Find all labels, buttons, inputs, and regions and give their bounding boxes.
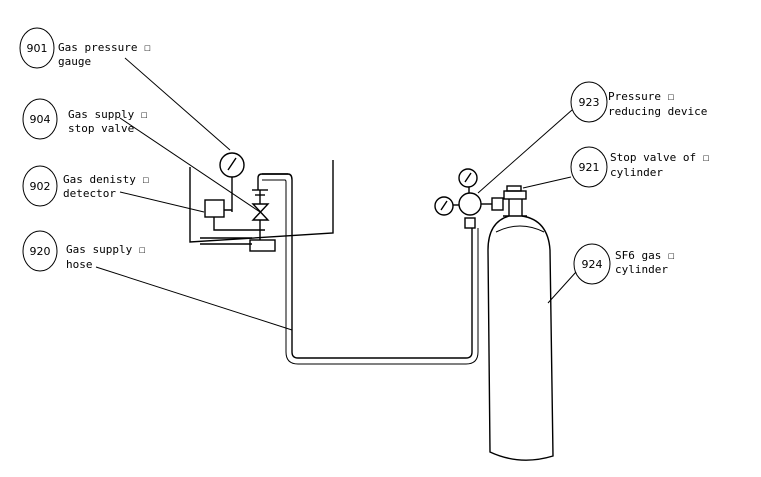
cylinder-neck xyxy=(508,199,523,216)
leader-line-921 xyxy=(522,176,572,189)
callout-bubble-901 xyxy=(19,27,55,69)
callout-number-902: 902 xyxy=(30,180,51,193)
callout-label-921-line1: Stop valve of ☐ xyxy=(610,151,709,164)
callout-number-920: 920 xyxy=(30,245,51,258)
leader-line-924 xyxy=(547,271,577,304)
leader-line-904 xyxy=(119,117,261,213)
cylinder-valve-body xyxy=(503,190,527,200)
callout-label-924-line1: SF6 gas ☐ xyxy=(615,249,675,262)
callout-bubble-924 xyxy=(573,243,611,285)
callout-904: 904 Gas supply ☐ stop valve xyxy=(22,98,147,140)
leader-line-901 xyxy=(124,57,231,151)
sf6-gas-cylinder xyxy=(487,185,554,461)
detector-box xyxy=(204,199,225,218)
callout-label-923-line1: Pressure ☐ xyxy=(608,90,674,103)
regulator-gauge-top-icon xyxy=(458,168,478,188)
hose-outer xyxy=(262,173,473,359)
callout-label-902-line2: detector xyxy=(63,187,116,200)
valve-body-icon xyxy=(251,203,270,221)
regulator-needle-top xyxy=(464,172,472,183)
cylinder-valve-knob xyxy=(506,185,522,192)
callout-label-924-line2: cylinder xyxy=(615,263,668,276)
gas-supply-stop-valve xyxy=(249,173,288,252)
equipment-enclosure xyxy=(189,160,334,243)
callout-923: 923 Pressure ☐ reducing device xyxy=(570,81,707,123)
valve-riser xyxy=(257,173,288,190)
callout-label-921-line2: cylinder xyxy=(610,166,663,179)
callout-label-904-line1: Gas supply ☐ xyxy=(68,108,147,121)
gauge-needle-icon xyxy=(227,157,237,171)
callout-921: 921 Stop valve of ☐ cylinder xyxy=(570,146,709,188)
leader-line-923 xyxy=(477,109,573,194)
callout-number-921: 921 xyxy=(579,161,600,174)
callout-bubble-921 xyxy=(570,146,608,188)
hose-inner xyxy=(262,179,479,365)
callout-bubble-902 xyxy=(22,165,58,207)
callout-924: 924 SF6 gas ☐ cylinder xyxy=(573,243,675,285)
callout-label-901-line1: Gas pressure ☐ xyxy=(58,41,151,54)
pressure-reducing-device xyxy=(434,168,504,229)
callout-number-923: 923 xyxy=(579,96,600,109)
regulator-gauge-left-icon xyxy=(434,196,454,216)
regulator-body xyxy=(458,192,482,216)
callout-920: 920 Gas supply ☐ hose xyxy=(22,230,145,272)
detector-pipe xyxy=(213,209,265,231)
callout-label-901-line2: gauge xyxy=(58,55,91,68)
regulator-needle-left xyxy=(440,200,448,211)
callout-label-923-line2: reducing device xyxy=(608,105,707,118)
gas-pressure-gauge xyxy=(219,152,245,212)
callout-label-904-line2: stop valve xyxy=(68,122,134,135)
callout-bubble-923 xyxy=(570,81,608,123)
leader-line-920 xyxy=(95,266,293,331)
callout-number-924: 924 xyxy=(582,258,603,271)
cylinder-shoulder xyxy=(495,225,545,233)
callout-number-904: 904 xyxy=(30,113,51,126)
manifold-pipe xyxy=(200,237,252,245)
regulator-outlet xyxy=(464,217,476,229)
callout-bubble-920 xyxy=(22,230,58,272)
gas-supply-hose xyxy=(262,173,479,365)
gas-density-detector xyxy=(200,199,265,245)
callout-bubble-904 xyxy=(22,98,58,140)
callout-902: 902 Gas denisty ☐ detector xyxy=(22,165,149,207)
leader-lines xyxy=(95,57,577,331)
callout-901: 901 Gas pressure ☐ gauge xyxy=(19,27,151,69)
callout-label-920-line1: Gas supply ☐ xyxy=(66,243,145,256)
leader-line-902 xyxy=(119,191,205,213)
regulator-inlet-fitting xyxy=(491,197,504,211)
callout-number-901: 901 xyxy=(27,42,48,55)
enclosure-outline xyxy=(189,160,334,243)
hose-coupling xyxy=(249,239,276,252)
callout-label-920-line2: hose xyxy=(66,258,93,271)
cylinder-body xyxy=(487,215,554,461)
callout-label-902-line1: Gas denisty ☐ xyxy=(63,173,149,186)
